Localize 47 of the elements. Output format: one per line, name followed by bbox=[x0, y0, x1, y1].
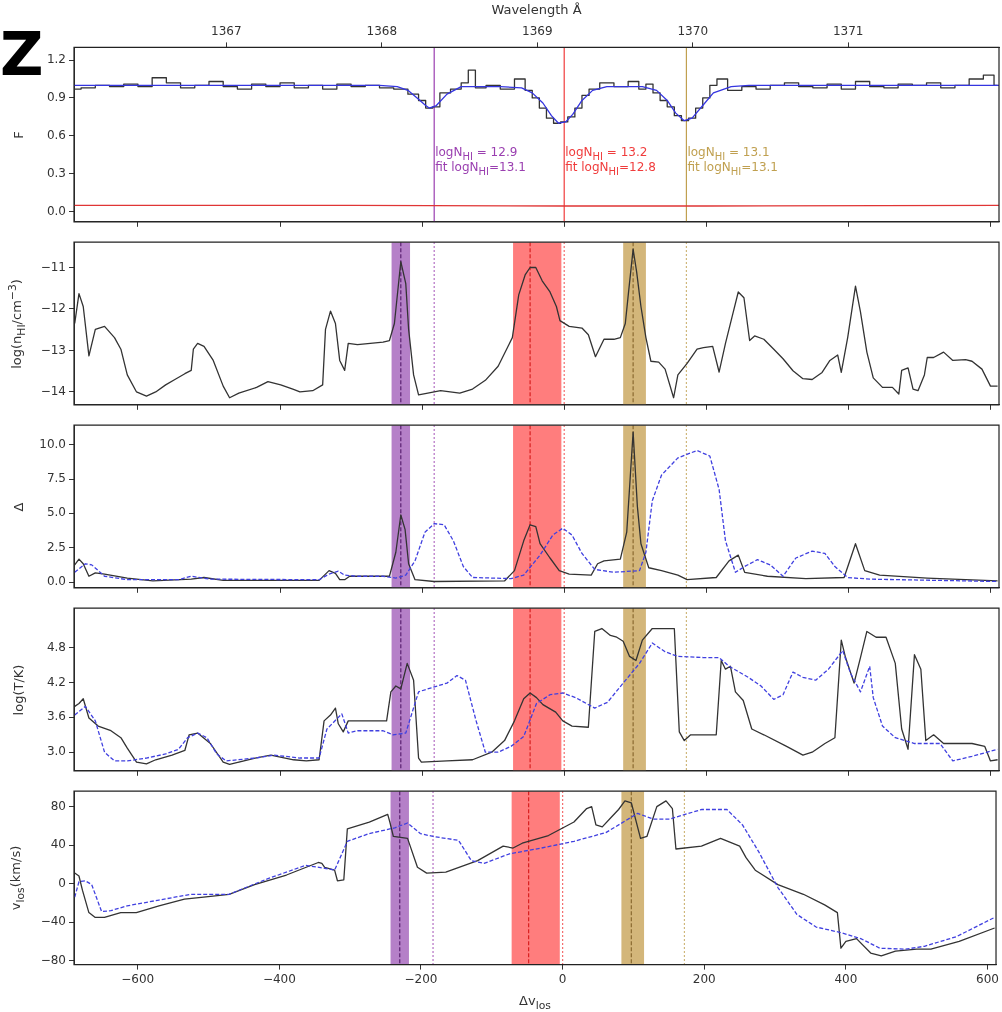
y-tick-label: 10.0 bbox=[39, 436, 66, 451]
y-tick-label: 0.6 bbox=[46, 127, 66, 142]
annotation: fit logN$_{HI}$=12.8 bbox=[565, 160, 656, 177]
annotation: logN$_{HI}$ = 13.2 bbox=[565, 144, 648, 162]
y-tick-label: 1.2 bbox=[46, 52, 66, 67]
y-tick-label: 40 bbox=[50, 837, 66, 852]
x-tick-label: −600 bbox=[121, 971, 155, 986]
y-tick-label: 4.8 bbox=[46, 639, 66, 654]
x-axis-title: Δv$_{los}$ bbox=[519, 993, 551, 1012]
x-tick-label: 200 bbox=[692, 971, 716, 986]
annotation: fit logN$_{HI}$=13.1 bbox=[435, 160, 526, 177]
y-tick-label: 0.9 bbox=[46, 90, 66, 105]
y-tick-label: 0.0 bbox=[46, 203, 66, 218]
y-tick-label: 0.0 bbox=[46, 574, 66, 589]
x-tick-label: −200 bbox=[404, 971, 438, 986]
x-tick-label: 400 bbox=[834, 971, 858, 986]
y-tick-label: 4.2 bbox=[46, 674, 66, 689]
y-tick-label: 0.3 bbox=[46, 165, 66, 180]
annotation: fit logN$_{HI}$=13.1 bbox=[687, 160, 778, 177]
x2-tick-label: 1369 bbox=[522, 24, 553, 39]
y-tick-label: 3.6 bbox=[46, 709, 66, 724]
x2-tick-label: 1370 bbox=[677, 24, 709, 39]
annotation: logN$_{HI}$ = 12.9 bbox=[435, 144, 518, 162]
annotation: logN$_{HI}$ = 13.1 bbox=[687, 144, 770, 162]
x2-axis-title: Wavelength Å bbox=[491, 2, 582, 17]
y-tick-label: 80 bbox=[50, 798, 66, 813]
x2-tick-label: 1371 bbox=[832, 24, 864, 39]
y-tick-label: −14 bbox=[40, 384, 66, 399]
y-tick-label: −80 bbox=[40, 952, 66, 967]
y-axis-title: Δ bbox=[10, 502, 26, 511]
text: Z bbox=[0, 19, 44, 89]
y-tick-label: 0 bbox=[58, 875, 66, 890]
x2-tick-label: 1368 bbox=[366, 24, 398, 39]
y-tick-label: 7.5 bbox=[46, 471, 66, 486]
x2-tick-label: 1367 bbox=[211, 24, 242, 39]
y-tick-label: −12 bbox=[40, 301, 66, 316]
y-axis-title: F bbox=[10, 130, 26, 139]
y-tick-label: 3.0 bbox=[46, 744, 66, 759]
y-tick-label: 5.0 bbox=[46, 505, 66, 520]
x-tick-label: 600 bbox=[976, 971, 999, 986]
x-tick-label: 0 bbox=[558, 971, 567, 986]
y-tick-label: 2.5 bbox=[46, 539, 66, 554]
y-tick-label: −40 bbox=[40, 914, 66, 929]
y-tick-label: −11 bbox=[40, 259, 66, 274]
y-tick-label: −13 bbox=[40, 342, 66, 357]
x-tick-label: −400 bbox=[262, 971, 296, 986]
y-axis-title: log(T/K) bbox=[10, 664, 26, 715]
